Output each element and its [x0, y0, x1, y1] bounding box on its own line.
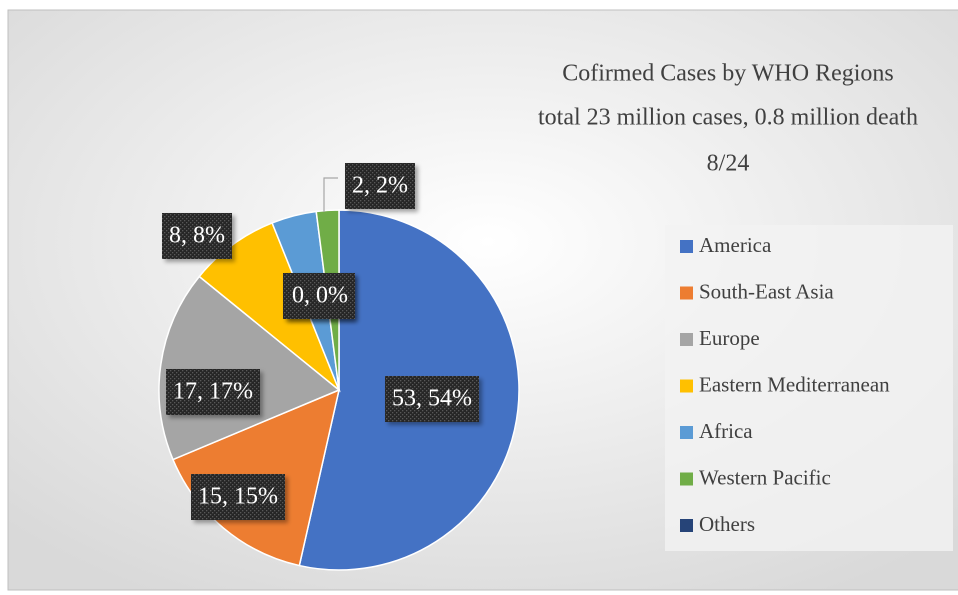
data-label: 15, 15% [191, 474, 285, 520]
chart-subtitle: total 23 million cases, 0.8 million deat… [538, 105, 918, 131]
legend: America South-East Asia Europe Eastern Medi… [680, 233, 890, 536]
data-label-box [285, 273, 355, 319]
data-label-text: 15, 15% [198, 484, 278, 510]
data-label-text: 2, 2% [352, 173, 408, 199]
legend-swatch [680, 519, 693, 532]
legend-swatch [680, 472, 693, 486]
data-label: 8, 8% [162, 213, 232, 259]
data-label-box [191, 474, 285, 520]
legend-box [665, 225, 953, 551]
legend-label: South-East Asia [699, 279, 834, 303]
legend-label: Others [699, 512, 755, 536]
pie-slice [198, 221, 341, 393]
legend-label: Eastern Mediterranean [699, 372, 890, 396]
data-label-box [166, 369, 260, 415]
chart-date: 8/24 [707, 151, 750, 177]
chart-title: Cofirmed Cases by WHO Regions [562, 61, 894, 87]
data-label-box [162, 213, 232, 259]
data-label-box [345, 163, 415, 209]
data-label-text: 17, 17% [173, 379, 253, 405]
legend-swatch [680, 286, 693, 300]
data-label-box [385, 376, 479, 422]
data-label: 0, 0% [285, 273, 355, 319]
legend-swatch [680, 240, 693, 253]
data-label: 53, 54% [385, 376, 479, 422]
data-label: 2, 2% [345, 163, 415, 209]
data-label-text: 0, 0% [292, 283, 348, 309]
legend-label: Africa [699, 419, 753, 443]
legend-label: Europe [699, 326, 760, 350]
legend-swatch [680, 379, 693, 393]
data-label-text: 53, 54% [392, 386, 472, 412]
data-label: 17, 17% [166, 369, 260, 415]
legend-swatch [680, 333, 693, 346]
legend-swatch [680, 426, 693, 439]
legend-label: America [699, 233, 772, 257]
data-label-text: 8, 8% [169, 223, 225, 249]
data-labels: 53, 54%15, 15%17, 17%8, 8%4, 4%2, 2%0, 0… [162, 163, 479, 520]
legend-label: Western Pacific [699, 465, 831, 489]
leader-line [323, 177, 338, 212]
